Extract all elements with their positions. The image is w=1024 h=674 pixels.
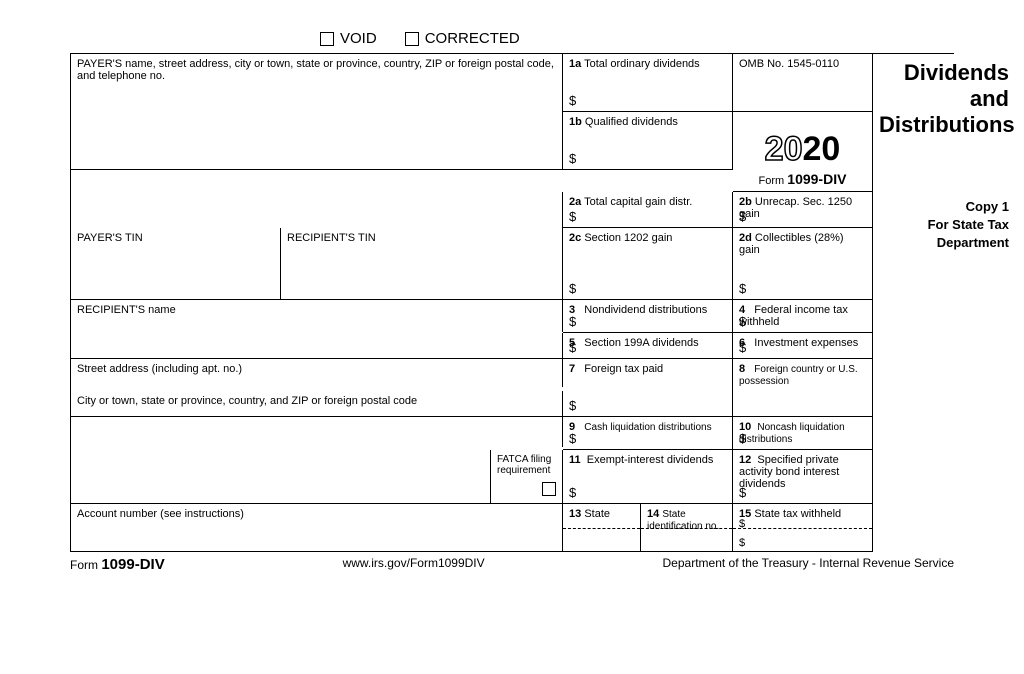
box-8-bottom[interactable] xyxy=(733,391,873,417)
form-1099-div: PAYER'S name, street address, city or to… xyxy=(70,53,954,552)
box-2b[interactable]: 2b Unrecap. Sec. 1250 gain $ xyxy=(733,192,873,228)
box-5[interactable]: 5 Section 199A dividends $ xyxy=(563,333,733,359)
box-2c-label: Section 1202 gain xyxy=(584,232,672,244)
year-outline: 20 xyxy=(765,130,803,168)
fatca-label: FATCA filing requirement xyxy=(497,454,556,476)
void-checkbox[interactable]: VOID xyxy=(320,30,377,47)
footer-dept: Department of the Treasury - Internal Re… xyxy=(663,556,954,573)
footer-form: Form 1099-DIV xyxy=(70,556,165,573)
box-9[interactable]: 9 Cash liquidation distributions $ xyxy=(563,417,733,450)
box-2c[interactable]: 2c Section 1202 gain $ xyxy=(563,228,733,300)
city-cont[interactable] xyxy=(71,417,563,447)
box-1b-label: Qualified dividends xyxy=(585,116,678,128)
box-2b-label: Unrecap. Sec. 1250 gain xyxy=(739,196,852,220)
box-13[interactable]: 13 State xyxy=(563,504,641,552)
box-7-top[interactable]: 7 Foreign tax paid xyxy=(563,359,733,391)
account-label: Account number (see instructions) xyxy=(77,508,244,520)
box-15[interactable]: 15 State tax withheld $ $ xyxy=(733,504,873,552)
street-label: Street address (including apt. no.) xyxy=(77,363,242,375)
box-1a-label: Total ordinary dividends xyxy=(584,58,700,70)
account-box[interactable]: Account number (see instructions) xyxy=(71,504,563,552)
city-box[interactable]: City or town, state or province, country… xyxy=(71,391,563,417)
street-box[interactable]: Street address (including apt. no.) xyxy=(71,359,563,387)
box-9-label: Cash liquidation distributions xyxy=(584,422,711,433)
box-15-label: State tax withheld xyxy=(754,508,841,520)
box-8-label: Foreign country or U.S. possession xyxy=(739,364,858,387)
box-7-label: Foreign tax paid xyxy=(584,363,663,375)
payer-address-box[interactable]: PAYER'S name, street address, city or to… xyxy=(71,54,563,170)
recipient-name-box[interactable]: RECIPIENT'S name xyxy=(71,300,563,332)
box-2a[interactable]: 2a Total capital gain distr. $ xyxy=(563,192,733,228)
copy-line3: Department xyxy=(879,234,1009,252)
box-1b[interactable]: 1b Qualified dividends $ xyxy=(563,112,733,170)
box-3[interactable]: 3 Nondividend distributions $ xyxy=(563,300,733,333)
footer-url: www.irs.gov/Form1099DIV xyxy=(343,556,485,573)
box-10[interactable]: 10 Noncash liquidation distributions $ xyxy=(733,417,873,450)
form-title-box: Dividends and Distributions xyxy=(873,54,1013,192)
box-10-label: Noncash liquidation distributions xyxy=(739,422,845,445)
box-14[interactable]: 14 State identification no. xyxy=(641,504,733,552)
title-line1: Dividends and xyxy=(879,60,1009,112)
recipient-name-cont[interactable] xyxy=(71,333,563,359)
box-11-label: Exempt-interest dividends xyxy=(587,454,714,466)
city-label: City or town, state or province, country… xyxy=(77,395,417,407)
recipient-name-label: RECIPIENT'S name xyxy=(77,304,176,316)
omb-box: OMB No. 1545-0110 xyxy=(733,54,873,112)
fatca-box[interactable]: FATCA filing requirement xyxy=(491,450,563,504)
box-8-top[interactable]: 8 Foreign country or U.S. possession xyxy=(733,359,873,391)
box-12-label: Specified private activity bond interest… xyxy=(739,454,839,490)
year-bold: 20 xyxy=(803,130,841,168)
blank-left xyxy=(71,450,491,504)
year-box: 2020 Form 1099-DIV xyxy=(733,112,873,192)
box-4[interactable]: 4 Federal income tax withheld $ xyxy=(733,300,873,333)
box-7-bottom[interactable]: $ xyxy=(563,391,733,417)
payer-address-label: PAYER'S name, street address, city or to… xyxy=(77,58,554,82)
footer: Form 1099-DIV www.irs.gov/Form1099DIV De… xyxy=(70,552,954,573)
copy-line1: Copy 1 xyxy=(879,198,1009,216)
top-checkbox-row: VOID CORRECTED xyxy=(320,30,954,47)
payer-tin-box[interactable]: PAYER'S TIN xyxy=(71,228,281,300)
box-6[interactable]: 6 Investment expenses $ xyxy=(733,333,873,359)
copy-line2: For State Tax xyxy=(879,216,1009,234)
omb-label: OMB No. 1545-0110 xyxy=(739,58,839,70)
box-11[interactable]: 11 Exempt-interest dividends $ xyxy=(563,450,733,504)
corrected-checkbox[interactable]: CORRECTED xyxy=(405,30,520,47)
box-1a[interactable]: 1a Total ordinary dividends $ xyxy=(563,54,733,112)
box-12[interactable]: 12 Specified private activity bond inter… xyxy=(733,450,873,504)
box-2d[interactable]: 2d Collectibles (28%) gain $ xyxy=(733,228,873,300)
title-line2: Distributions xyxy=(879,112,1009,138)
corrected-label: CORRECTED xyxy=(425,30,520,47)
box-2a-label: Total capital gain distr. xyxy=(584,196,692,208)
form-number: 1099-DIV xyxy=(787,171,846,187)
box-13-label: State xyxy=(584,508,610,520)
box-3-label: Nondividend distributions xyxy=(584,304,707,316)
blank-spacer xyxy=(71,192,563,228)
box-5-label: Section 199A dividends xyxy=(584,337,698,349)
box-6-label: Investment expenses xyxy=(754,337,858,349)
void-label: VOID xyxy=(340,30,377,47)
recipient-tin-label: RECIPIENT'S TIN xyxy=(287,232,376,244)
box-2d-label: Collectibles (28%) gain xyxy=(739,232,844,256)
payer-tin-label: PAYER'S TIN xyxy=(77,232,143,244)
recipient-tin-box[interactable]: RECIPIENT'S TIN xyxy=(281,228,563,300)
box-4-label: Federal income tax withheld xyxy=(739,304,848,328)
copy-box: Copy 1 For State Tax Department xyxy=(873,192,1013,552)
